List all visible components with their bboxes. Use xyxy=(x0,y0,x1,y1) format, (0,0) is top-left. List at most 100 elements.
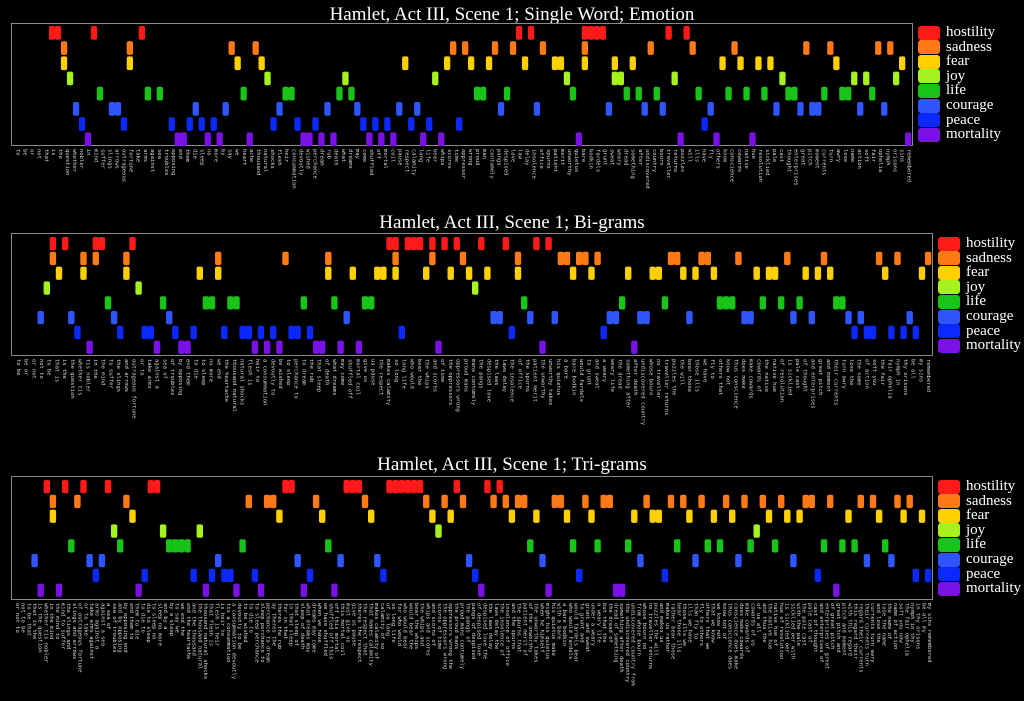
x-tick-label: perchance to dream xyxy=(265,603,271,663)
plot-frame xyxy=(11,23,913,146)
x-tick-label: rub xyxy=(326,149,332,159)
cell-life xyxy=(331,296,338,310)
x-tick-label: despised xyxy=(502,149,508,176)
x-tick-label: arms xyxy=(142,149,148,162)
cell-peace xyxy=(384,117,391,131)
x-tick-label: and enterprises of xyxy=(818,603,824,663)
x-tick-label: would fardels bear xyxy=(573,603,579,663)
cell-courage xyxy=(324,102,331,116)
cell-peace xyxy=(257,325,265,340)
cell-life xyxy=(882,539,889,553)
cell-joy xyxy=(196,524,203,538)
x-tick-label: whips and scorns xyxy=(424,603,430,656)
x-tick-label: and lose the xyxy=(875,603,881,643)
cell-joy xyxy=(611,71,618,86)
x-tick-label: law xyxy=(517,149,523,160)
x-tick-label: those ills xyxy=(694,359,700,392)
x-tick-label: soft xyxy=(863,149,869,162)
x-tick-label: no traveller returns xyxy=(647,603,653,669)
x-tick-label: in thy orisons xyxy=(915,603,921,649)
x-tick-label: hue xyxy=(750,149,756,159)
cell-fear xyxy=(123,266,130,280)
x-tick-label: wrong xyxy=(467,149,473,166)
cell-fear xyxy=(765,266,773,280)
cell-mortality xyxy=(178,340,185,354)
cell-fear xyxy=(533,509,540,523)
x-tick-label: returns xyxy=(672,149,678,172)
x-tick-label: of resolution xyxy=(779,359,785,402)
legend-item-joy: joy xyxy=(918,68,965,84)
x-tick-label: thought xyxy=(785,149,791,172)
x-tick-label: tis nobler xyxy=(84,359,90,393)
cell-sadness xyxy=(581,41,588,55)
legend-swatch xyxy=(938,523,960,538)
x-tick-label: thousand natural shocks xyxy=(202,603,208,679)
cell-sadness xyxy=(582,251,589,266)
x-tick-label: dread of something xyxy=(613,603,619,663)
x-tick-label: nymph in thy xyxy=(909,603,915,643)
x-tick-label: moment xyxy=(814,149,820,169)
legend-swatch xyxy=(938,567,960,582)
cell-fear xyxy=(80,266,87,280)
cell-fear xyxy=(765,509,773,523)
cell-sadness xyxy=(647,41,654,55)
x-tick-label: sleep of death xyxy=(299,603,305,649)
x-tick-label: with a bare xyxy=(556,603,562,639)
x-tick-label: by xyxy=(220,149,226,156)
x-tick-label: thy orisons xyxy=(902,359,908,395)
cell-sadness xyxy=(887,41,894,55)
x-tick-label: others xyxy=(715,149,721,169)
x-tick-label: that makes calamity xyxy=(367,603,373,667)
cell-fear xyxy=(392,266,399,280)
x-tick-label: the respect xyxy=(377,359,383,395)
legend-label: joy xyxy=(966,278,986,295)
cell-sadness xyxy=(576,251,583,266)
cell-courage xyxy=(857,102,864,116)
x-tick-label: and sweat xyxy=(593,359,599,389)
cell-joy xyxy=(893,71,900,86)
cell-life xyxy=(240,86,247,101)
legend-label: fear xyxy=(966,264,990,281)
cell-fear xyxy=(581,56,588,71)
x-tick-label: and by a xyxy=(162,603,168,630)
cell-courage xyxy=(888,554,895,568)
x-tick-label: of outrageous fortune xyxy=(77,603,83,673)
x-tick-label: the undiscovered country xyxy=(624,603,630,683)
cell-life xyxy=(791,86,798,101)
x-tick-label: the spurns xyxy=(524,359,530,392)
x-tick-label: of troubles xyxy=(169,359,175,395)
cell-life xyxy=(239,539,246,553)
cell-life xyxy=(184,539,191,553)
cell-hostility xyxy=(282,480,289,494)
legend-swatch xyxy=(938,265,960,280)
cell-sadness xyxy=(759,494,766,509)
x-tick-label: enterprises xyxy=(792,149,798,185)
cell-peace xyxy=(900,325,907,340)
x-tick-label: more xyxy=(213,149,219,162)
cell-life xyxy=(68,539,75,553)
x-tick-label: oppressor xyxy=(460,149,466,179)
x-tick-label: sweat xyxy=(609,149,615,166)
x-tick-label: and enterprises xyxy=(809,359,815,409)
x-tick-label: is the question xyxy=(37,603,43,653)
x-tick-label: name xyxy=(849,149,855,162)
x-tick-label: and moment xyxy=(825,359,831,392)
cell-courage xyxy=(98,554,106,568)
x-tick-label: the slings and xyxy=(65,603,71,649)
cell-joy xyxy=(264,71,271,86)
x-tick-label: but that the xyxy=(601,603,607,643)
x-tick-label: must give us xyxy=(345,603,351,643)
cell-hostility xyxy=(386,237,393,251)
x-tick-label: the question xyxy=(69,359,75,399)
cell-life xyxy=(480,86,487,101)
cell-sadness xyxy=(245,494,252,509)
x-tick-label: long life xyxy=(401,359,407,389)
cell-hostility xyxy=(98,237,106,251)
cell-fear xyxy=(508,509,516,523)
x-tick-label: great pitch and xyxy=(835,603,841,653)
cell-fear xyxy=(447,509,454,523)
x-tick-label: his quietus make xyxy=(550,603,556,656)
cell-fear xyxy=(796,509,803,523)
x-tick-label: that sleep xyxy=(316,359,322,392)
cell-hostility xyxy=(665,26,672,40)
